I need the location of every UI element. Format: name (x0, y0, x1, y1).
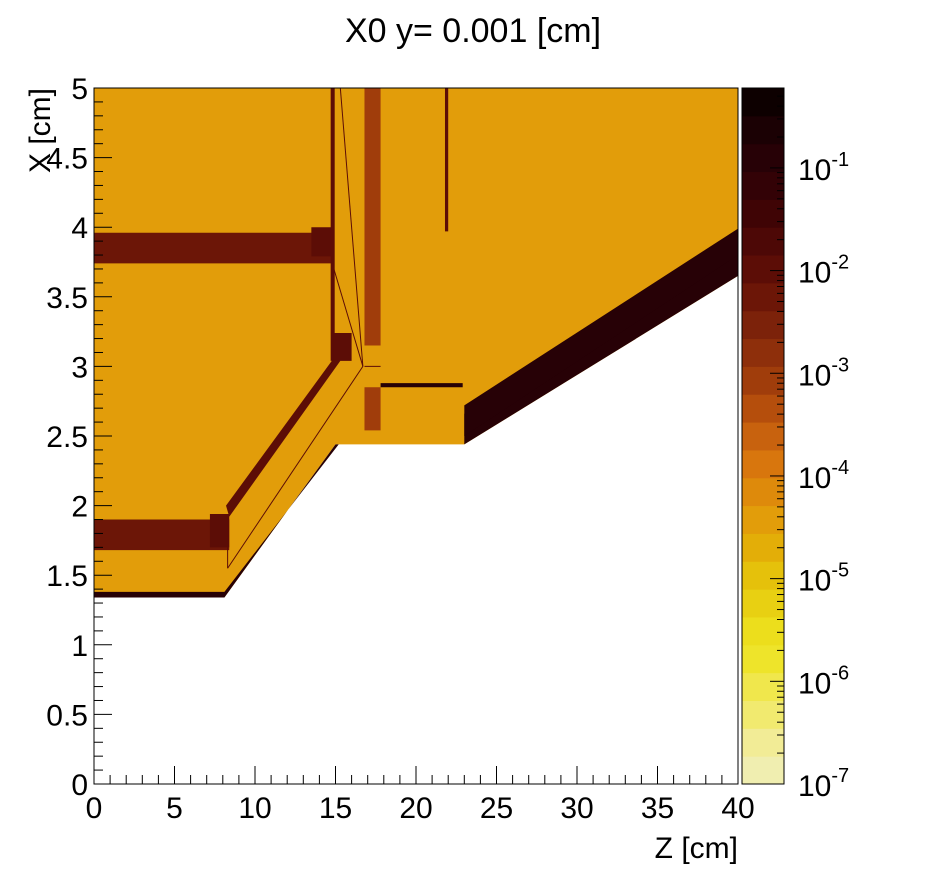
colorbar-swatch (742, 310, 784, 340)
y-tick-label: 5 (71, 73, 88, 106)
thin-wire-lines (227, 87, 381, 569)
x-tick-label: 35 (641, 792, 674, 825)
y-tick-label: 1.5 (46, 560, 88, 593)
colorbar-swatch (742, 143, 784, 173)
colorbar-swatch (742, 422, 784, 451)
y-tick-label: 1 (71, 630, 88, 663)
colorbar-swatch (742, 589, 784, 618)
x-tick-label: 15 (319, 792, 352, 825)
y-tick-label: 2 (71, 491, 88, 524)
region-post-block (333, 332, 352, 361)
x-tick-label: 25 (480, 792, 513, 825)
y-tick-label: 4.5 (46, 143, 88, 176)
x-tick-label: 30 (560, 792, 593, 825)
y-tick-label: 2.5 (46, 421, 88, 454)
colorbar-tick-label: 10-3 (798, 354, 849, 392)
colorbar-swatch (742, 255, 784, 284)
y-axis: 0 0.5 1 1.5 2 2.5 3 3.5 4 4.5 5 (46, 73, 112, 802)
region-diagonal-wall (226, 358, 341, 517)
y-tick-label: 4 (71, 212, 88, 245)
y-tick-label: 3.5 (46, 282, 88, 315)
x-axis: 0 5 10 15 20 25 30 35 40 (86, 766, 755, 825)
color-scale-bar: 10-7 10-6 10-5 10-4 10-3 10-2 10-1 (741, 87, 849, 803)
colorbar-swatch (742, 282, 784, 312)
region-thin-plate (380, 383, 463, 388)
colorbar-swatch (742, 561, 784, 590)
colorbar-swatch (742, 728, 784, 757)
x-tick-label: 5 (166, 792, 183, 825)
region-vertical-post (330, 88, 335, 361)
colorbar-swatch (742, 88, 784, 117)
y-tick-label: 3 (71, 351, 88, 384)
region-orange-column-lower (364, 387, 381, 431)
region-upper-bar-cap (311, 227, 333, 257)
colorbar-swatch (742, 115, 784, 145)
wire-line-2 (227, 366, 364, 569)
colorbar-swatch (742, 366, 784, 395)
x-axis-label: Z [cm] (655, 832, 738, 865)
wire-line-0 (339, 87, 364, 367)
colorbar-swatch (742, 199, 784, 228)
chart-title: X0 y= 0.001 [cm] (345, 12, 601, 50)
colorbar-tick-label: 10-2 (798, 252, 849, 290)
x-tick-label: 20 (399, 792, 432, 825)
y-axis-label: X [cm] (24, 88, 57, 173)
colorbar-tick-label: 10-1 (798, 149, 849, 187)
region-lower-bar (94, 519, 230, 551)
y-tick-label: 0 (71, 769, 88, 802)
material-regions (94, 88, 738, 784)
colorbar-swatch (742, 756, 784, 785)
colorbar-frame (741, 87, 785, 785)
y-tick-label: 0.5 (46, 699, 88, 732)
x-tick-label: 10 (238, 792, 271, 825)
colorbar-swatch (742, 394, 784, 423)
colorbar-swatch (742, 227, 784, 256)
colorbar-tick-label: 10-7 (798, 765, 849, 803)
region-vacuum (94, 275, 738, 784)
colorbar-tick-label: 10-5 (798, 560, 849, 598)
colorbar-tick-label: 10-6 (798, 662, 849, 700)
x-tick-label: 40 (721, 792, 754, 825)
colorbar-swatch (742, 700, 784, 729)
region-orange-column-upper (364, 88, 381, 346)
colorbar-swatch (742, 616, 784, 646)
colorbar-tick-label: 10-4 (798, 457, 849, 495)
plot-area (93, 87, 739, 785)
wire-line-1 (333, 268, 364, 367)
colorbar-swatch (742, 338, 784, 367)
colorbar-swatch (742, 449, 784, 479)
x-tick-label: 0 (86, 792, 103, 825)
region-thin-rod (444, 88, 449, 232)
region-lower-bar-cap (209, 513, 230, 548)
region-upper-bar (94, 232, 333, 264)
region-shell-step (464, 228, 738, 436)
colorbar-swatch (742, 644, 784, 674)
colorbar-swatch (742, 672, 784, 701)
colorbar-swatch (742, 171, 784, 200)
